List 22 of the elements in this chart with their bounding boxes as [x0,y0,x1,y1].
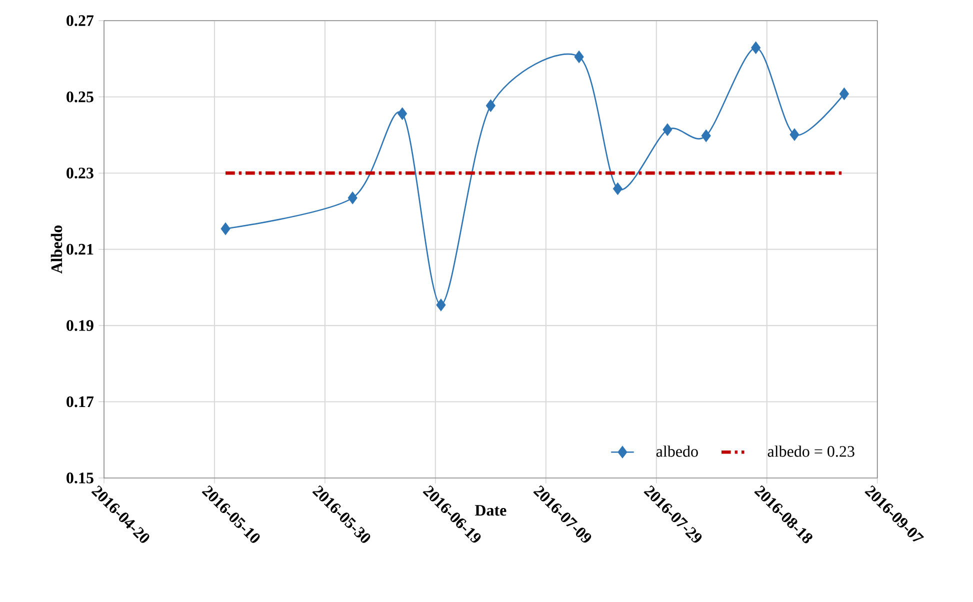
legend-label: albedo = 0.23 [768,446,854,457]
y-axis-title: Albedo [50,225,62,274]
point [701,130,711,142]
y-tick-label: 0.23 [66,168,94,179]
point [220,222,230,235]
y-tick-label: 0.19 [66,320,94,331]
y-tick-label: 0.15 [66,472,94,484]
y-tick-label: 0.27 [66,15,94,26]
point [662,124,672,136]
point [613,182,622,195]
legend-label: albedo [656,446,698,457]
point [436,298,446,311]
point [348,192,358,204]
point [486,100,496,112]
point [840,88,849,100]
y-tick-label: 0.25 [66,91,94,102]
point [574,50,584,63]
y-tick-label: 0.17 [66,396,94,408]
point [790,128,800,141]
y-tick-label: 0.21 [66,244,94,255]
point [751,42,760,54]
point [398,108,407,120]
